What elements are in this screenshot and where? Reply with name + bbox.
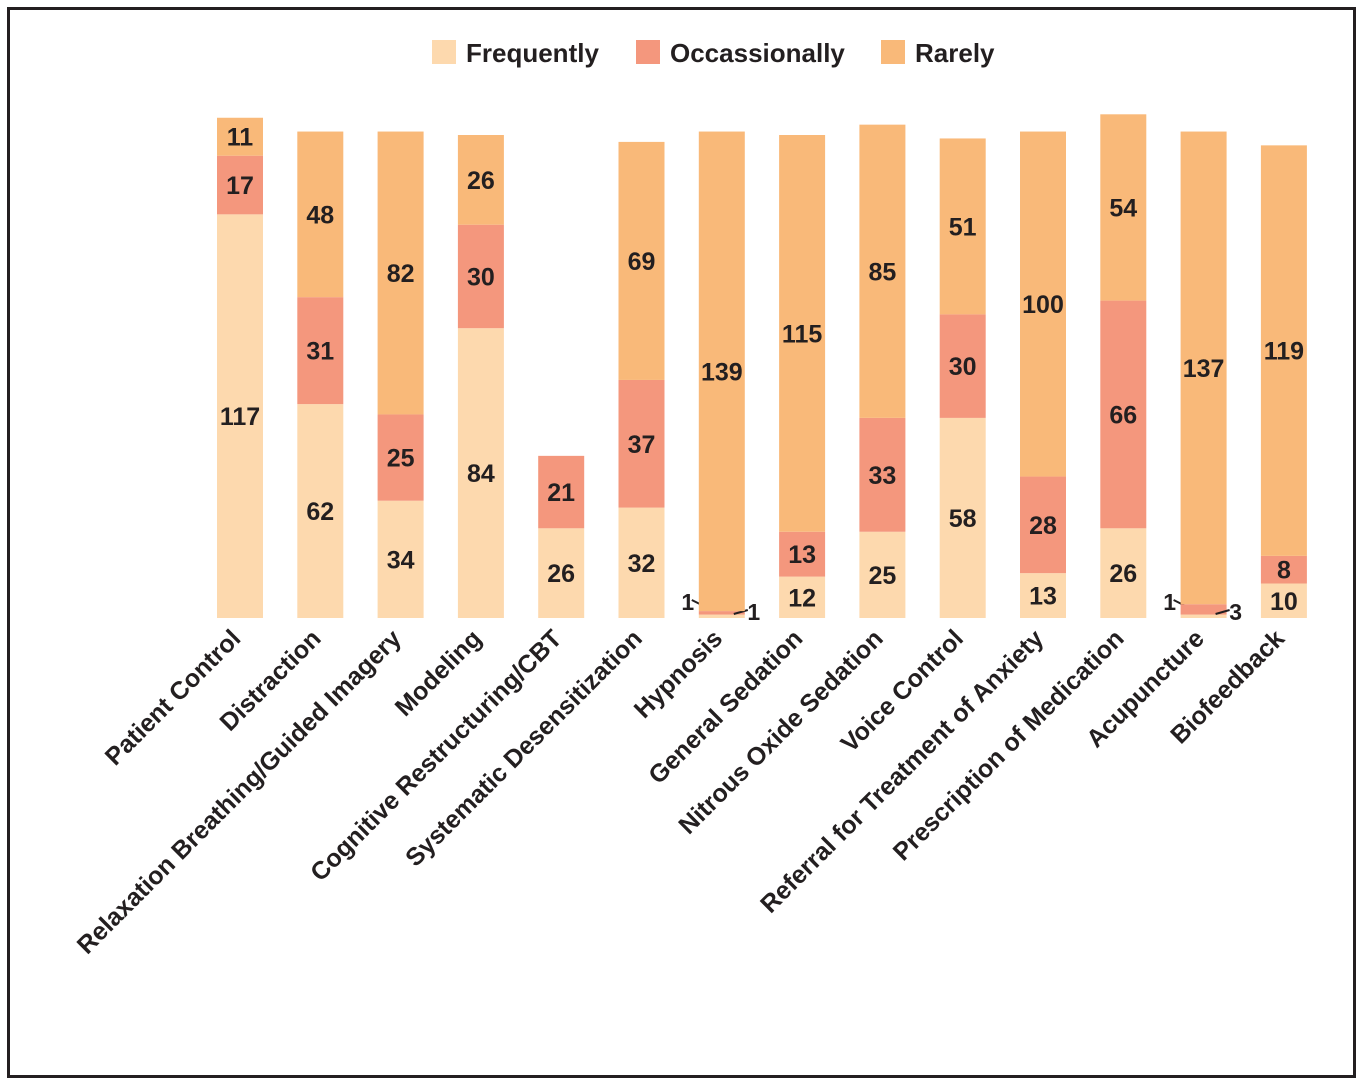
- bar-segment-occassionally: [618, 379, 665, 508]
- data-label: 37: [628, 431, 656, 459]
- bar-segment-occassionally: [1100, 300, 1147, 529]
- bar-segment-rarely: [297, 131, 344, 298]
- data-label: 48: [306, 201, 334, 229]
- bar-segment-frequently: [1260, 583, 1307, 618]
- data-label: 25: [387, 445, 415, 473]
- data-label: 28: [1029, 512, 1057, 540]
- data-label: 10: [1270, 588, 1298, 616]
- bar-segment-frequently: [1100, 528, 1147, 618]
- bar-segment-occassionally: [377, 414, 424, 501]
- data-label: 82: [387, 260, 415, 288]
- bar-segment-frequently: [698, 614, 745, 618]
- bar-segment-rarely: [217, 117, 263, 156]
- data-label: 3: [1229, 599, 1242, 625]
- data-label: 1: [747, 599, 760, 625]
- bar-segment-occassionally: [939, 314, 986, 418]
- legend-swatch-occassionally: [636, 40, 660, 64]
- bar-segment-occassionally: [1020, 476, 1066, 574]
- data-label: 26: [1109, 560, 1137, 588]
- data-label: 32: [628, 550, 656, 578]
- bar-segment-frequently: [859, 531, 906, 618]
- bar-segment-frequently: [538, 528, 585, 618]
- bar-segment-rarely: [698, 131, 745, 612]
- data-label: 58: [949, 505, 977, 533]
- data-label: 62: [306, 498, 334, 526]
- data-label: 1: [1163, 589, 1176, 615]
- bar-segment-frequently: [779, 576, 826, 618]
- data-label: 85: [868, 258, 896, 286]
- data-label: 34: [387, 546, 415, 574]
- data-label: 51: [949, 213, 977, 241]
- bar-segment-occassionally: [1180, 604, 1227, 615]
- data-label: 17: [226, 172, 254, 200]
- bar-segment-occassionally: [457, 224, 504, 329]
- bar-segment-rarely: [859, 124, 906, 418]
- data-label: 139: [701, 358, 743, 386]
- leader-line: [1215, 609, 1230, 615]
- bar-segment-rarely: [939, 138, 986, 315]
- data-label: 13: [1029, 583, 1057, 611]
- data-label: 25: [868, 562, 896, 590]
- bar-segment-rarely: [779, 135, 826, 532]
- data-label: 54: [1109, 194, 1137, 222]
- bar-segment-occassionally: [297, 297, 344, 405]
- data-label: 119: [1264, 338, 1304, 366]
- x-tick-label: Patient Control: [100, 624, 246, 770]
- chart-frame: [7, 7, 1356, 1078]
- data-label: 115: [782, 320, 822, 348]
- bar-segment-frequently: [618, 507, 665, 618]
- data-label: 30: [949, 353, 977, 381]
- data-label: 13: [788, 541, 816, 569]
- bar-segment-frequently: [377, 500, 424, 618]
- bar-segment-occassionally: [698, 611, 745, 615]
- x-tick-label: Relaxation Breathing/Guided Imagery: [72, 624, 407, 959]
- data-label: 11: [227, 124, 254, 152]
- data-label: 66: [1109, 401, 1137, 429]
- bar-segment-frequently: [457, 328, 504, 618]
- data-label: 137: [1183, 355, 1225, 383]
- bar-segment-frequently: [297, 404, 344, 618]
- legend-label-frequently: Frequently: [466, 38, 599, 68]
- data-label: 33: [868, 462, 896, 490]
- bar-segment-occassionally: [779, 531, 826, 577]
- data-label: 1: [681, 589, 694, 615]
- bar-segment-rarely: [618, 141, 665, 380]
- bar-segment-frequently: [217, 214, 263, 618]
- bar-segment-occassionally: [217, 155, 263, 215]
- bar-segment-rarely: [1260, 145, 1307, 556]
- data-label: 69: [628, 248, 656, 276]
- legend-label-occassionally: Occassionally: [670, 38, 845, 68]
- data-label: 8: [1277, 557, 1291, 585]
- legend-swatch-frequently: [432, 40, 456, 64]
- data-label: 31: [306, 338, 334, 366]
- bar-segment-frequently: [1180, 614, 1227, 618]
- bar-segment-frequently: [939, 417, 986, 618]
- data-label: 26: [547, 560, 575, 588]
- bar-segment-rarely: [1020, 131, 1066, 477]
- bar-segment-occassionally: [1260, 555, 1307, 584]
- bar-segment-occassionally: [859, 417, 906, 532]
- bar-segment-occassionally: [538, 455, 585, 529]
- bar-segment-rarely: [457, 135, 504, 225]
- data-label: 117: [220, 403, 260, 431]
- bar-segment-rarely: [377, 131, 424, 415]
- bar-segment-rarely: [1180, 131, 1227, 605]
- data-label: 84: [467, 460, 495, 488]
- x-tick-label: Referral for Treatment of Anxiety: [755, 624, 1049, 918]
- leader-line: [733, 609, 749, 615]
- bar-segment-rarely: [1100, 114, 1147, 301]
- data-label: 100: [1022, 291, 1064, 319]
- data-label: 12: [788, 584, 816, 612]
- bar-segment-frequently: [1020, 573, 1066, 618]
- data-label: 21: [547, 479, 575, 507]
- legend: Frequently Occassionally Rarely: [432, 38, 995, 68]
- data-label: 30: [467, 263, 495, 291]
- x-tick-label: General Sedation: [643, 624, 808, 789]
- legend-label-rarely: Rarely: [915, 38, 995, 68]
- legend-swatch-rarely: [881, 40, 905, 64]
- data-label: 26: [467, 167, 495, 195]
